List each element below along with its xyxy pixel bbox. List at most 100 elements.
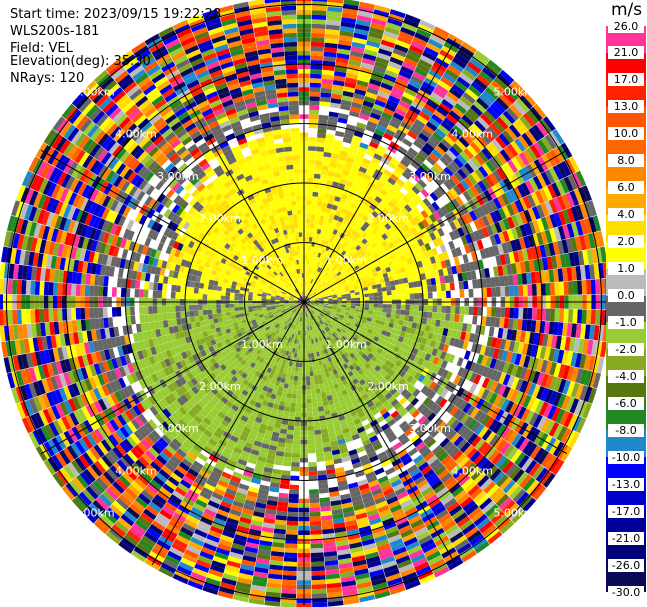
- radar-gate: [340, 21, 356, 29]
- radar-gate: [441, 98, 454, 110]
- radar-gate: [582, 185, 592, 202]
- radar-gate: [542, 116, 556, 132]
- radar-gate: [492, 170, 503, 183]
- radar-gate: [392, 48, 407, 58]
- radar-gate: [326, 261, 331, 267]
- radar-gate: [323, 277, 329, 283]
- radar-gate: [405, 293, 411, 300]
- radar-gate: [312, 602, 328, 607]
- radar-gate: [371, 210, 379, 218]
- radar-gate: [335, 277, 341, 283]
- radar-gate: [357, 228, 364, 236]
- radar-gate: [336, 206, 343, 213]
- radar-gate: [469, 185, 480, 197]
- radar-gate: [436, 236, 444, 246]
- radar-gate: [366, 120, 378, 129]
- radar-gate: [473, 306, 479, 316]
- radar-gate: [364, 293, 370, 298]
- radar-gate: [405, 151, 416, 161]
- radar-gate: [386, 308, 392, 314]
- radar-gate: [313, 370, 318, 376]
- radar-gate: [342, 8, 358, 15]
- radar-gate: [515, 118, 529, 133]
- radar-gate: [393, 251, 400, 259]
- radar-gate: [306, 191, 313, 197]
- radar-gate: [319, 287, 325, 291]
- radar-gate: [307, 277, 310, 283]
- radar-gate: [490, 80, 505, 94]
- radar-gate: [412, 36, 428, 47]
- radar-gate: [495, 136, 507, 149]
- radar-gate: [282, 387, 288, 393]
- radar-gate: [492, 154, 504, 168]
- radar-gate: [417, 179, 427, 189]
- radar-gate: [307, 173, 314, 179]
- radar-gate: [325, 24, 341, 31]
- radar-gate: [489, 211, 499, 224]
- radar-gate: [563, 281, 569, 295]
- radar-gate: [407, 447, 419, 457]
- radar-gate: [426, 138, 438, 149]
- radar-gate: [377, 260, 384, 267]
- radar-gate: [317, 123, 328, 130]
- radar-gate: [340, 104, 351, 111]
- radar-gate: [344, 199, 352, 207]
- radar-gate: [350, 46, 365, 54]
- radar-gate: [470, 171, 481, 183]
- radar-gate: [508, 188, 519, 202]
- radar-gate: [342, 257, 349, 264]
- radar-gate: [518, 307, 524, 320]
- radar-gate: [539, 118, 552, 134]
- radar-gate: [282, 574, 297, 581]
- radar-gate: [355, 297, 361, 301]
- radar-gate: [326, 222, 332, 228]
- radar-gate: [430, 91, 444, 103]
- radar-gate: [305, 371, 310, 377]
- radar-gate: [308, 294, 313, 299]
- radar-gate: [306, 205, 312, 210]
- radar-gate: [421, 236, 429, 245]
- radar-gate: [439, 244, 447, 253]
- radar-gate: [476, 74, 491, 87]
- radar-gate: [305, 299, 311, 302]
- radar-gate: [319, 383, 325, 389]
- radar-gate: [377, 311, 383, 317]
- radar-gate: [496, 167, 507, 181]
- radar-gate: [402, 154, 413, 164]
- radar-gate: [479, 132, 492, 145]
- radar-gate: [310, 380, 315, 386]
- radar-gate: [323, 151, 332, 158]
- radar-gate: [470, 156, 482, 169]
- radar-gate: [311, 588, 327, 594]
- radar-gate: [382, 107, 395, 117]
- radar-gate: [307, 177, 314, 183]
- radar-gate: [319, 286, 324, 290]
- radar-gate: [465, 212, 474, 224]
- radar-gate: [499, 149, 511, 163]
- radar-gate: [351, 183, 360, 190]
- radar-gate: [309, 87, 321, 93]
- radar-gate: [293, 434, 301, 440]
- radar-gate: [381, 257, 388, 265]
- radar-gate: [413, 240, 421, 249]
- radar-gate: [443, 166, 454, 178]
- radar-gate: [445, 290, 451, 299]
- radar-gate: [551, 182, 562, 197]
- radar-gate: [421, 146, 432, 156]
- radar-gate: [308, 288, 312, 293]
- radar-gate: [536, 204, 545, 218]
- radar-gate: [311, 291, 316, 295]
- radar-gate: [342, 272, 349, 278]
- radar-gate: [318, 285, 323, 290]
- radar-gate: [320, 87, 332, 94]
- radar-gate: [455, 139, 467, 151]
- radar-gate: [325, 236, 331, 242]
- radar-gate: [355, 174, 364, 182]
- radar-gate: [380, 218, 388, 226]
- radar-gate: [364, 306, 370, 311]
- radar-gate: [307, 439, 316, 445]
- radar-gate: [324, 38, 339, 44]
- radar-gate: [307, 164, 315, 170]
- radar-gate: [345, 156, 355, 164]
- radar-gate: [400, 65, 414, 76]
